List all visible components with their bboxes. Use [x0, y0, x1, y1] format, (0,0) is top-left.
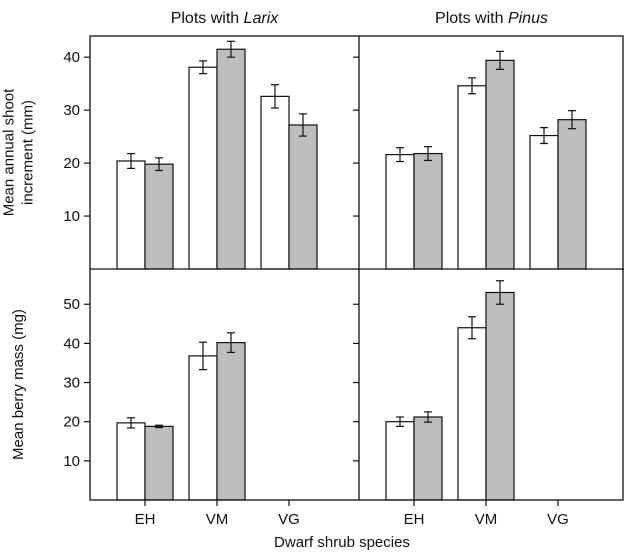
x-tick-label-VG: VG: [278, 511, 300, 528]
y-tick-label: 10: [63, 208, 80, 225]
bar-r0-p1-EH-grey: [413, 152, 443, 270]
bar-r0-p0-EH-white: [116, 160, 146, 270]
y-axis-title-line: Mean berry mass (mg): [10, 309, 27, 460]
column-header-prefix: Plots with: [435, 10, 508, 27]
x-axis-title: Dwarf shrub species: [274, 534, 410, 551]
bar-r1-p1-EH-grey: [413, 416, 443, 501]
x-tick-label-VM: VM: [475, 511, 498, 528]
y-tick-label: 20: [63, 155, 80, 172]
plot-frame: [89, 35, 624, 501]
y-tick-label: 40: [63, 335, 80, 352]
column-header-0: Plots with Larix: [171, 10, 280, 27]
x-tick-label-VG: VG: [547, 511, 569, 528]
bar-r0-p0-VM-white: [188, 66, 218, 270]
bar-r1-p1-VM-grey: [485, 291, 515, 501]
column-header-prefix: Plots with: [171, 10, 244, 27]
bar-r0-p1-VG-grey: [557, 119, 587, 270]
y-tick-label: 30: [63, 102, 80, 119]
bar-r1-p0-EH-grey: [144, 425, 174, 501]
y-tick-label: 40: [63, 49, 80, 66]
y-axis-title-line: increment (mm): [20, 100, 37, 205]
y-tick-label: 30: [63, 375, 80, 392]
bar-r1-p1-EH-white: [385, 421, 415, 501]
bar-r1-p0-VM-grey: [216, 342, 246, 501]
x-tick-label-EH: EH: [404, 511, 425, 528]
bar-r0-p0-VG-white: [260, 95, 290, 270]
bar-r0-p0-VM-grey: [216, 48, 246, 270]
column-header-genus: Larix: [244, 10, 280, 27]
bar-r0-p0-EH-grey: [144, 163, 174, 270]
bar-r1-p1-VM-white: [457, 327, 487, 501]
bar-r0-p1-EH-white: [385, 154, 415, 270]
x-tick-label-VM: VM: [206, 511, 229, 528]
y-axis-title-line: Mean annual shoot: [1, 88, 18, 216]
x-tick-label-EH: EH: [135, 511, 156, 528]
bar-r1-p0-EH-white: [116, 422, 146, 501]
bar-r0-p0-VG-grey: [288, 124, 318, 270]
bar-r1-p0-VM-white: [188, 355, 218, 501]
column-header-1: Plots with Pinus: [435, 10, 548, 27]
column-header-genus: Pinus: [508, 10, 548, 27]
bar-r0-p1-VG-white: [529, 134, 559, 270]
bar-r0-p1-VM-white: [457, 85, 487, 270]
y-tick-label: 10: [63, 453, 80, 470]
y-tick-label: 20: [63, 414, 80, 431]
y-tick-label: 50: [63, 296, 80, 313]
bar-r0-p1-VM-grey: [485, 59, 515, 270]
